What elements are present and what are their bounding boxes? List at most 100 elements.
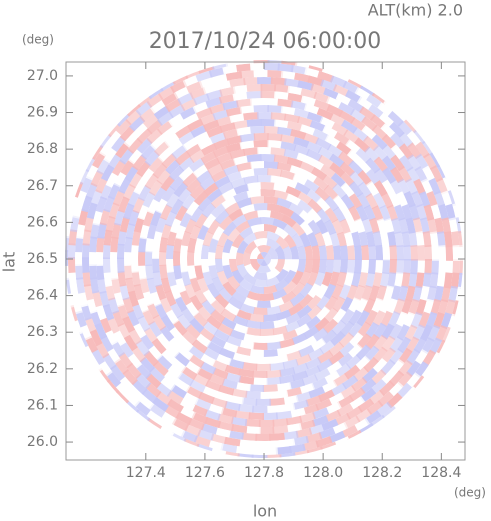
echo-patch [420,324,433,342]
echo-patch [428,352,440,368]
echo-patch [398,217,409,234]
echo-patch [140,144,157,160]
echo-patch [211,169,227,183]
echo-patch [189,317,205,334]
echo-patch [299,220,314,236]
echo-patch [364,345,380,362]
echo-patch [107,129,123,146]
echo-patch [329,271,340,287]
echo-patch [379,380,396,397]
echo-patch [296,313,312,328]
echo-patch [186,80,204,94]
echo-patch [320,380,338,394]
echo-patch [100,335,114,352]
echo-patch [178,131,196,145]
echo-patch [117,229,127,246]
echo-patch [170,217,182,234]
echo-patch [168,104,186,119]
echo-patch [227,227,241,243]
echo-patch [263,313,278,323]
echo-patch [253,307,268,316]
echo-patch [126,362,142,379]
echo-patch [193,190,209,206]
echo-patch [246,290,262,301]
echo-patch [307,208,322,224]
echo-patch [105,215,116,233]
echo-patch [229,78,246,88]
x-axis-label: lon [253,502,277,521]
echo-patch [351,377,368,392]
echo-patch [374,168,389,185]
echo-patch [315,219,329,235]
echo-patch [397,120,414,137]
echo-patch [142,290,154,307]
echo-patch [282,395,299,405]
echo-patch [393,298,405,315]
echo-patch [441,326,451,343]
echo-patch [214,258,224,273]
echo-patch [348,321,363,338]
echo-patch [103,195,115,213]
echo-patch [331,319,347,336]
echo-patch [283,113,301,124]
echo-patch [89,329,103,347]
echo-patch [239,140,256,150]
echo-patch [136,160,151,177]
echo-patch [278,300,294,313]
echo-patch [282,177,299,189]
echo-patch [287,121,304,132]
echo-patch [285,387,302,398]
echo-patch [119,125,136,142]
echo-patch [396,382,413,399]
echo-patch [331,421,349,435]
echo-patch [315,137,332,151]
echo-patch [96,157,111,175]
echo-patch [307,347,324,361]
echo-patch [224,436,241,447]
echo-patch [356,96,374,111]
echo-patch [125,223,136,240]
echo-patch [411,190,424,208]
echo-patch [220,317,237,330]
echo-patch [205,379,222,392]
echo-patch [147,197,160,215]
echo-patch [106,346,121,364]
echo-patch [441,217,452,234]
echo-patch [272,288,287,300]
echo-patch [270,175,286,185]
echo-patch [277,126,293,136]
echo-patch [300,88,318,99]
echo-patch [211,397,228,409]
echo-patch [402,311,416,329]
echo-patch [257,244,272,253]
echo-patch [229,148,246,160]
echo-patch [137,394,155,410]
echo-patch [236,63,253,72]
echo-patch [149,366,165,383]
echo-patch [397,336,412,354]
echo-patch [171,417,189,432]
echo-patch [75,181,84,198]
echo-patch [66,222,72,239]
echo-patch [160,315,175,332]
echo-patch [208,237,219,253]
echo-patch [436,164,447,181]
echo-patch [304,365,321,378]
echo-patch [349,108,367,123]
echo-patch [89,264,98,280]
echo-patch [68,208,75,225]
echo-patch [370,379,387,395]
echo-patch [340,182,356,199]
echo-patch [368,245,377,261]
echo-patch [228,208,244,222]
echo-patch [113,170,128,188]
echo-patch [458,231,463,248]
echo-patch [127,137,143,154]
echo-patch [379,204,391,222]
echo-patch [119,148,134,165]
echo-patch [181,230,192,247]
echo-patch [405,217,416,234]
echo-patch [248,447,264,456]
echo-patch [251,440,268,449]
echo-patch [326,96,343,109]
